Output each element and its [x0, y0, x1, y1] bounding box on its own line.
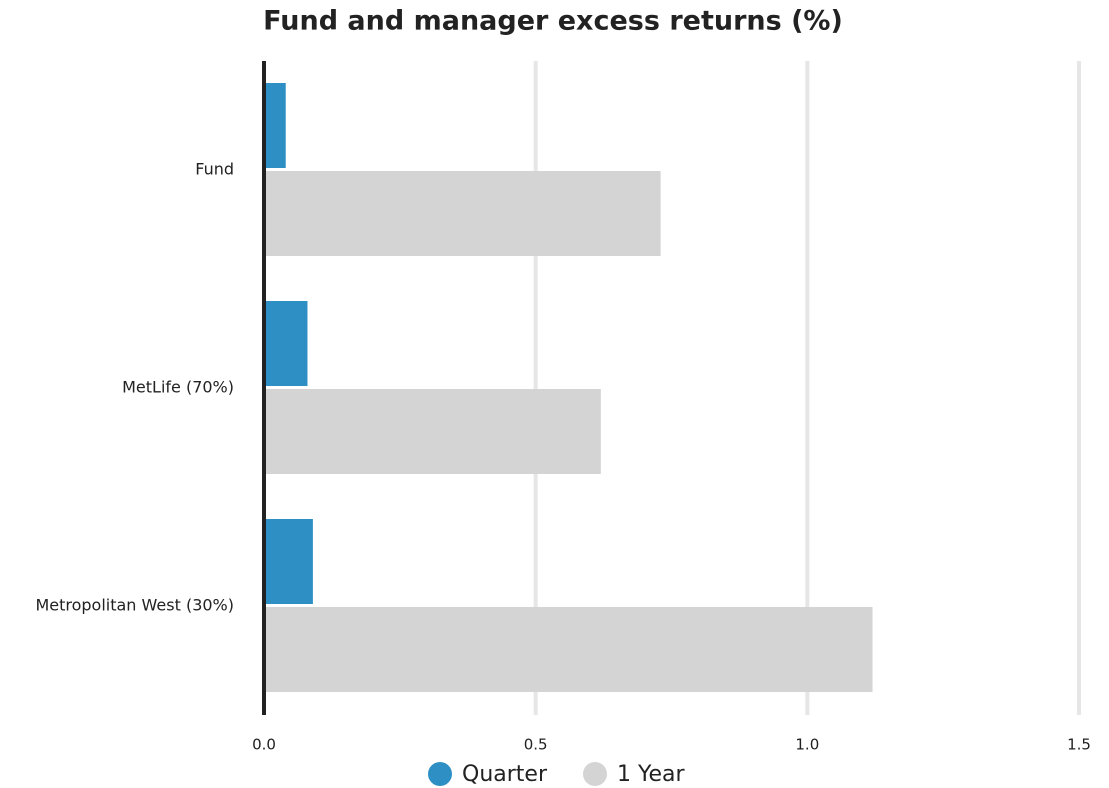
legend-label: Quarter [462, 762, 548, 787]
bar [264, 389, 601, 474]
y-tick-label: Metropolitan West (30%) [35, 596, 234, 615]
bar [264, 171, 661, 256]
legend-swatch [428, 762, 452, 786]
legend-swatch [583, 762, 607, 786]
x-tick-label: 0.5 [524, 736, 548, 754]
bar [264, 519, 313, 604]
bar [264, 301, 308, 386]
y-tick-label: Fund [195, 160, 234, 179]
bar [264, 83, 286, 168]
x-tick-label: 1.0 [795, 736, 819, 754]
x-tick-label: 0.0 [252, 736, 276, 754]
legend-label: 1 Year [617, 762, 686, 787]
chart-title: Fund and manager excess returns (%) [263, 6, 843, 37]
x-tick-label: 1.5 [1067, 736, 1091, 754]
bar [264, 607, 873, 692]
y-tick-label: MetLife (70%) [122, 378, 234, 397]
